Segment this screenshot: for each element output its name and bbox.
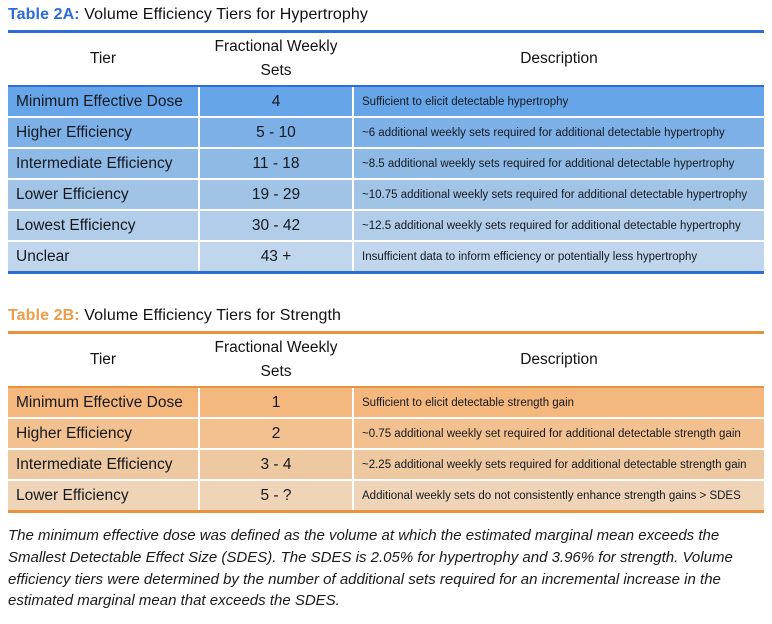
table-2a-top-rule [8, 30, 764, 33]
cell-description: Insufficient data to inform efficiency o… [354, 242, 764, 272]
cell-description: ~2.25 additional weekly sets required fo… [354, 450, 764, 480]
table-row: Unclear 43 + Insufficient data to inform e… [8, 242, 764, 272]
cell-tier: Lower Efficiency [8, 481, 198, 511]
cell-description: ~0.75 additional weekly set required for… [354, 419, 764, 449]
column-header-tier: Tier [89, 351, 117, 369]
table-2a-body: Minimum Effective Dose 4 Sufficient to eli… [8, 85, 764, 275]
table-2a-header-row: Tier Fractional Weekly Sets Description [8, 33, 764, 86]
table-2a-title-label: Table 2A: [8, 6, 80, 23]
table-2b-title-text: Volume Efficiency Tiers for Strength [84, 307, 342, 325]
table-row: Lowest Efficiency 30 - 42 ~12.5 additional… [8, 211, 764, 241]
cell-fractional-weekly-sets: 11 - 18 [200, 149, 352, 179]
table-row: Higher Efficiency 5 - 10 ~6 additional wee… [8, 118, 764, 148]
table-row: Minimum Effective Dose 4 Sufficient to eli… [8, 87, 764, 117]
table-2a-title-text: Volume Efficiency Tiers for Hypertrophy [84, 6, 369, 23]
cell-tier: Higher Efficiency [8, 419, 198, 449]
cell-tier: Higher Efficiency [8, 118, 198, 148]
strength-table-section: Table 2B: Volume Efficiency Tiers for St… [8, 307, 764, 514]
table-2b-title: Table 2B: Volume Efficiency Tiers for St… [8, 307, 764, 325]
column-header-description: Description [520, 50, 598, 67]
footnote-text: The minimum effective dose was defined a… [8, 527, 733, 610]
table-row: Minimum Effective Dose 1 Sufficient to eli… [8, 388, 764, 418]
hypertrophy-table-section: Table 2A: Volume Efficiency Tiers for Hy… [8, 6, 764, 275]
cell-description: ~10.75 additional weekly sets required f… [354, 180, 764, 210]
cell-fractional-weekly-sets: 5 - ? [200, 481, 352, 511]
cell-tier: Unclear [8, 242, 198, 272]
cell-tier: Minimum Effective Dose [8, 388, 198, 418]
cell-tier: Minimum Effective Dose [8, 87, 198, 117]
cell-description: ~8.5 additional weekly sets required for… [354, 149, 764, 179]
cell-description: ~6 additional weekly sets required for a… [354, 118, 764, 148]
cell-fractional-weekly-sets: 4 [200, 87, 352, 117]
cell-fractional-weekly-sets: 43 + [200, 242, 352, 272]
cell-fractional-weekly-sets: 1 [200, 388, 352, 418]
table-2b-header-row: Tier Fractional Weekly Sets Description [8, 334, 764, 387]
cell-fractional-weekly-sets: 2 [200, 419, 352, 449]
cell-tier: Intermediate Efficiency [8, 450, 198, 480]
cell-fractional-weekly-sets: 30 - 42 [200, 211, 352, 241]
cell-description: Sufficient to elicit detectable hypertro… [354, 87, 764, 117]
column-header-tier: Tier [89, 50, 117, 67]
table-row: Higher Efficiency 2 ~0.75 additional weekl… [8, 419, 764, 449]
cell-fractional-weekly-sets: 3 - 4 [200, 450, 352, 480]
column-header-fractional-weekly-sets: Fractional Weekly Sets [214, 38, 338, 80]
table-row: Intermediate Efficiency 11 - 18 ~8.5 addit… [8, 149, 764, 179]
table-row: Intermediate Efficiency 3 - 4 ~2.25 additi… [8, 450, 764, 480]
column-header-fractional-weekly-sets: Fractional Weekly Sets [214, 339, 338, 381]
table-2b-top-rule [8, 331, 764, 335]
cell-tier: Intermediate Efficiency [8, 149, 198, 179]
cell-description: Additional weekly sets do not consistent… [354, 481, 764, 511]
cell-tier: Lower Efficiency [8, 180, 198, 210]
table-2b-title-label: Table 2B: [8, 307, 80, 325]
table-row: Lower Efficiency 5 - ? Additional weekly s… [8, 481, 764, 511]
column-header-description: Description [520, 351, 598, 369]
table-2b-body: Minimum Effective Dose 1 Sufficient to eli… [8, 386, 764, 514]
cell-fractional-weekly-sets: 19 - 29 [200, 180, 352, 210]
table-row: Lower Efficiency 19 - 29 ~10.75 additional… [8, 180, 764, 210]
cell-fractional-weekly-sets: 5 - 10 [200, 118, 352, 148]
cell-tier: Lowest Efficiency [8, 211, 198, 241]
cell-description: ~12.5 additional weekly sets required fo… [354, 211, 764, 241]
table-2a-title: Table 2A: Volume Efficiency Tiers for Hy… [8, 6, 764, 24]
cell-description: Sufficient to elicit detectable strength… [354, 388, 764, 418]
